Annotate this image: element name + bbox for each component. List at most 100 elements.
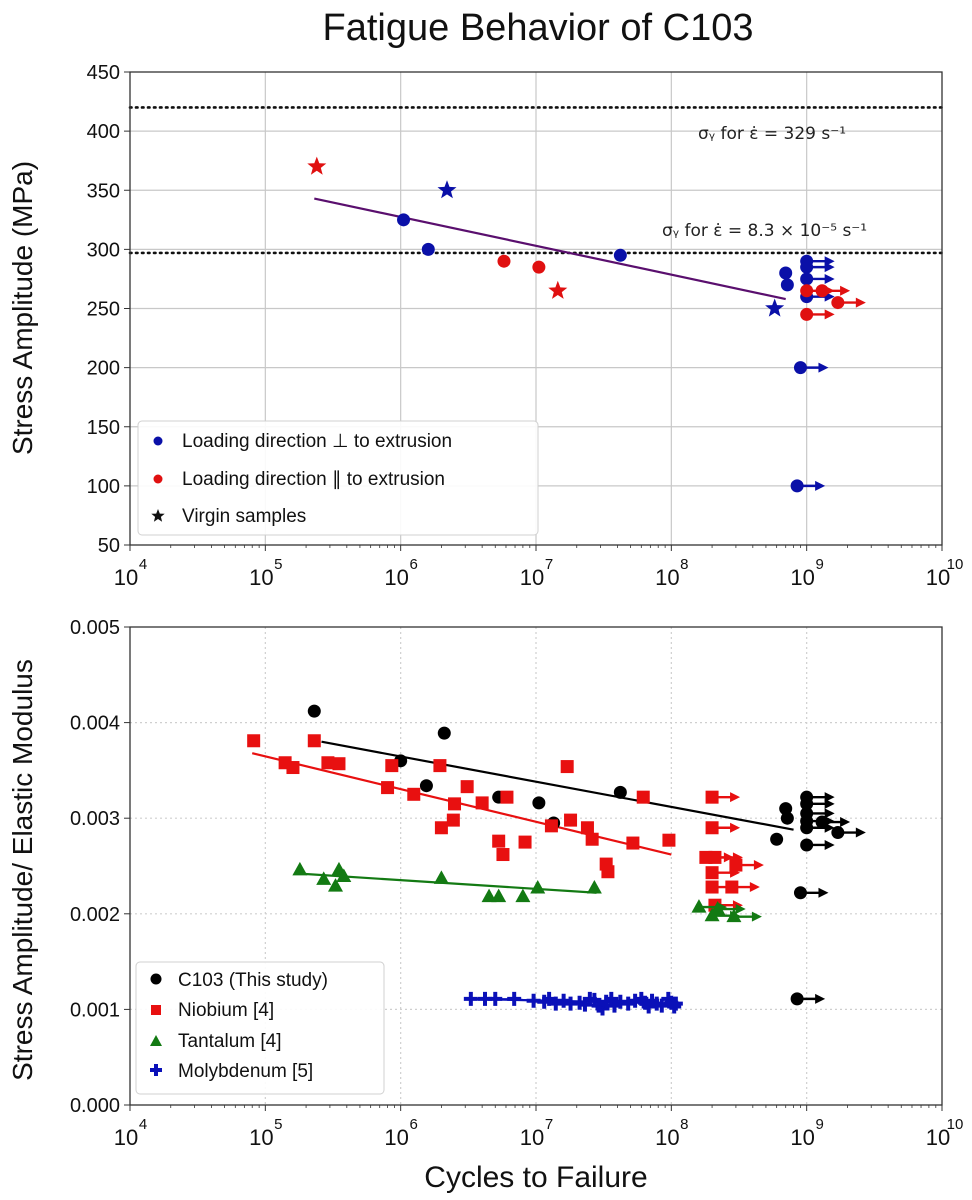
legend-label-tantalum: Tantalum [4] [178,1031,282,1052]
data-point-square [560,760,574,774]
runout-arrow-head [749,882,760,893]
y-tick-label: 150 [87,417,120,439]
legend-marker-c103 [150,973,162,985]
x-tick-exponent: 10 [947,556,964,573]
x-tick-exponent: 6 [409,1116,417,1133]
x-tick-label: 10 [790,565,814,590]
data-point-square [492,834,506,848]
data-point-square [433,759,447,773]
data-point-square [446,813,460,827]
data-point-circle [800,284,814,298]
data-point-circle [779,802,793,816]
y-tick-label: 400 [87,121,120,143]
data-point-square [564,813,578,827]
legend-marker-molybdenum [150,1064,162,1076]
legend-marker-perpendicular [153,436,163,446]
x-tick-label: 10 [114,1125,138,1150]
x-tick-exponent: 6 [409,556,417,573]
data-point-square [286,761,300,775]
legend-label-c103: C103 (This study) [178,970,328,991]
data-point-circle [780,278,794,292]
data-point-square [307,734,321,748]
data-point-circle [780,811,794,825]
data-point-triangle [726,908,742,923]
data-point-circle [532,796,546,810]
data-point-square [544,819,558,833]
data-point-circle [307,704,321,718]
data-point-triangle [316,871,332,885]
top-panel: σᵧ for ε̇ = 329 s⁻¹ σᵧ for ε̇ = 8.3 × 10… [7,62,963,590]
data-point-triangle [433,870,449,884]
data-point-circle [613,248,627,262]
runout-arrow-head [824,839,835,850]
data-point-star [548,280,568,299]
runout-arrow-head [855,297,866,308]
legend-marker-virgin-star-icon [151,509,165,522]
top-legend-box [137,420,539,536]
x-tick-exponent: 9 [815,1116,823,1133]
data-point-star [307,156,327,175]
data-point-square [460,780,474,794]
data-point-star [765,298,785,317]
data-point-square [580,821,594,835]
data-point-square [496,848,510,862]
data-point-square [705,790,719,804]
y-tick-label: 300 [87,239,120,261]
data-point-circle [800,260,814,274]
molybdenum-connector [470,997,677,1010]
data-point-triangle [336,868,352,883]
fit-line [251,752,672,856]
annotation-yield-low: σᵧ for ε̇ = 8.3 × 10⁻⁵ s⁻¹ [662,221,867,241]
top-y-axis-title: Stress Amplitude (MPa) [7,161,38,455]
y-tick-label: 0.001 [70,999,120,1021]
runout-arrow-head [815,480,826,491]
legend-label-virgin: Virgin samples [182,506,306,527]
data-point-square [708,850,722,864]
data-point-triangle [515,888,531,903]
x-tick-label: 10 [926,565,950,590]
top-y-ticks: 450 400 350 300 250 200 150 100 50 [87,62,130,557]
legend-label-perpendicular: Loading direction ⊥ to extrusion [182,431,452,452]
bottom-data-marks [247,704,866,1016]
x-tick-exponent: 8 [680,556,688,573]
x-tick-label: 10 [655,565,679,590]
x-tick-exponent: 5 [274,1116,282,1133]
y-tick-label: 0.000 [70,1095,120,1117]
data-point-circle [397,213,411,227]
x-tick-exponent: 5 [274,556,282,573]
data-point-square [475,796,489,810]
data-point-triangle [586,879,602,894]
runout-arrow-head [840,817,851,828]
x-tick-label: 10 [114,565,138,590]
x-tick-exponent: 8 [680,1116,688,1133]
data-point-circle [800,307,814,321]
x-tick-label: 10 [520,1125,544,1150]
top-data-marks [307,156,866,493]
runout-arrow-head [735,904,746,915]
runout-arrow-head [751,911,762,922]
legend-marker-parallel [153,474,163,484]
runout-arrow-head [824,273,835,284]
data-point-circle [790,479,804,493]
bottom-y-ticks: 0.005 0.004 0.003 0.002 0.001 0.000 [70,617,130,1117]
x-tick-label: 10 [790,1125,814,1150]
data-point-square [321,756,335,770]
runout-arrow-head [855,827,866,838]
y-tick-label: 250 [87,299,120,321]
runout-arrow-head [730,822,741,833]
data-point-square [434,821,448,835]
legend-marker-tantalum [150,1035,162,1046]
runout-arrow-head [824,798,835,809]
runout-arrow-head [824,808,835,819]
legend-label-niobium: Niobium [4] [178,1000,274,1021]
runout-arrow-head [824,792,835,803]
bottom-x-axis-title: Cycles to Failure [424,1161,647,1194]
y-tick-label: 0.002 [70,904,120,926]
data-point-square [705,821,719,835]
runout-arrow-head [824,309,835,320]
runout-arrow-head [818,887,829,898]
bottom-y-axis-title: Stress Amplitude/ Elastic Modulus [7,659,38,1081]
data-point-triangle [292,861,308,876]
